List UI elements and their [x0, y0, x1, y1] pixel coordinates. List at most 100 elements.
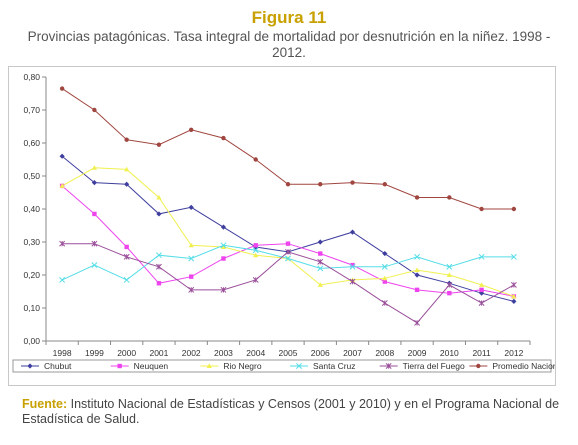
data-point	[188, 204, 194, 210]
x-tick-label: 2006	[311, 348, 330, 358]
y-tick-label: 0,00	[23, 336, 40, 346]
x-tick-label: 2008	[375, 348, 394, 358]
data-point	[349, 263, 356, 270]
data-point	[381, 300, 388, 307]
legend-item: Promedio Nacional	[469, 361, 555, 371]
data-point	[285, 255, 291, 262]
data-point	[59, 86, 65, 91]
data-point	[479, 206, 484, 212]
data-point	[382, 279, 387, 284]
data-point	[446, 263, 453, 270]
y-tick-label: 0,50	[23, 171, 40, 181]
series-promedio-nacional	[59, 86, 517, 212]
data-point	[447, 195, 452, 200]
y-tick-label: 0,40	[23, 204, 40, 214]
data-point	[414, 287, 420, 293]
data-point	[285, 248, 291, 255]
data-point	[446, 272, 452, 277]
series-line	[62, 243, 515, 324]
x-tick-label: 2001	[149, 348, 168, 358]
data-point	[349, 229, 356, 235]
source-note: Fuente: Instituto Nacional de Estadístic…	[22, 397, 562, 427]
legend-marker	[206, 363, 212, 368]
data-point	[252, 247, 259, 254]
legend-label: Neuquen	[134, 361, 169, 371]
data-point	[124, 166, 130, 172]
source-label: Fuente:	[22, 397, 68, 411]
legend-label: Rio Negro	[223, 361, 262, 371]
data-point	[479, 282, 485, 287]
data-point	[220, 286, 227, 293]
y-tick-label: 0,20	[23, 270, 40, 280]
series-santa-cruz	[59, 242, 517, 283]
data-point	[253, 243, 258, 248]
data-point	[479, 290, 485, 296]
data-point	[188, 286, 195, 293]
data-point	[414, 195, 420, 200]
data-point	[123, 276, 130, 283]
data-point	[252, 276, 259, 283]
x-tick-label: 2007	[343, 348, 362, 358]
data-point	[382, 275, 388, 281]
data-point	[91, 240, 98, 247]
data-point	[446, 281, 453, 288]
data-point	[124, 137, 129, 142]
data-point	[414, 272, 420, 278]
data-point	[189, 127, 194, 132]
data-point	[155, 263, 162, 270]
data-point	[253, 157, 258, 162]
x-tick-label: 2004	[246, 348, 265, 358]
x-tick-label: 2003	[214, 348, 233, 358]
legend-label: Chubut	[44, 361, 72, 371]
y-tick-label: 0,60	[23, 138, 40, 148]
data-point	[317, 239, 323, 245]
data-point	[317, 258, 324, 265]
chart-area: 0,00 0,10 0,20 0,30 0,40 0,50 0,60 0,70 0,80 1998…	[8, 66, 556, 386]
data-point	[510, 281, 517, 288]
y-tick-label: 0,70	[23, 105, 40, 115]
y-tick-label: 0,10	[23, 303, 40, 313]
x-tick-label: 2012	[504, 348, 523, 358]
data-point	[478, 253, 485, 260]
data-point	[285, 241, 291, 246]
data-point	[381, 263, 388, 270]
data-point	[447, 290, 452, 296]
data-point	[350, 180, 355, 185]
figure-label: Figura 11	[251, 8, 327, 27]
x-tick-label: 2009	[408, 348, 427, 358]
data-point	[479, 287, 484, 293]
legend-marker	[117, 363, 122, 369]
data-point	[221, 256, 226, 261]
data-point	[382, 182, 387, 187]
data-point	[59, 240, 66, 247]
series-line	[61, 88, 514, 210]
data-point	[220, 242, 227, 249]
x-tick-label: 2002	[182, 348, 201, 358]
x-tick-label: 1999	[85, 348, 104, 358]
data-point	[414, 319, 421, 326]
data-point	[318, 182, 323, 187]
legend-item: Neuquen	[110, 361, 169, 371]
data-point	[349, 278, 356, 285]
series-line	[61, 155, 515, 302]
legend-marker	[27, 363, 33, 369]
legend-item: Chubut	[21, 361, 72, 371]
data-point	[478, 300, 485, 307]
data-point	[317, 282, 323, 287]
data-point	[253, 252, 259, 258]
data-point	[59, 153, 65, 159]
data-point	[59, 276, 66, 283]
data-point	[188, 255, 195, 262]
data-point	[220, 224, 227, 230]
legend-label: Tierra del Fuego	[403, 361, 465, 371]
x-tick-label: 2005	[279, 348, 298, 358]
data-point	[156, 194, 162, 200]
x-tick-label: 2011	[472, 348, 491, 358]
x-tick-label: 2000	[117, 348, 136, 358]
data-point	[382, 250, 388, 257]
data-point	[318, 251, 323, 256]
series-line	[61, 185, 514, 297]
data-point	[59, 183, 65, 188]
legend-item: Rio Negro	[200, 361, 262, 371]
legend-box	[12, 359, 552, 373]
